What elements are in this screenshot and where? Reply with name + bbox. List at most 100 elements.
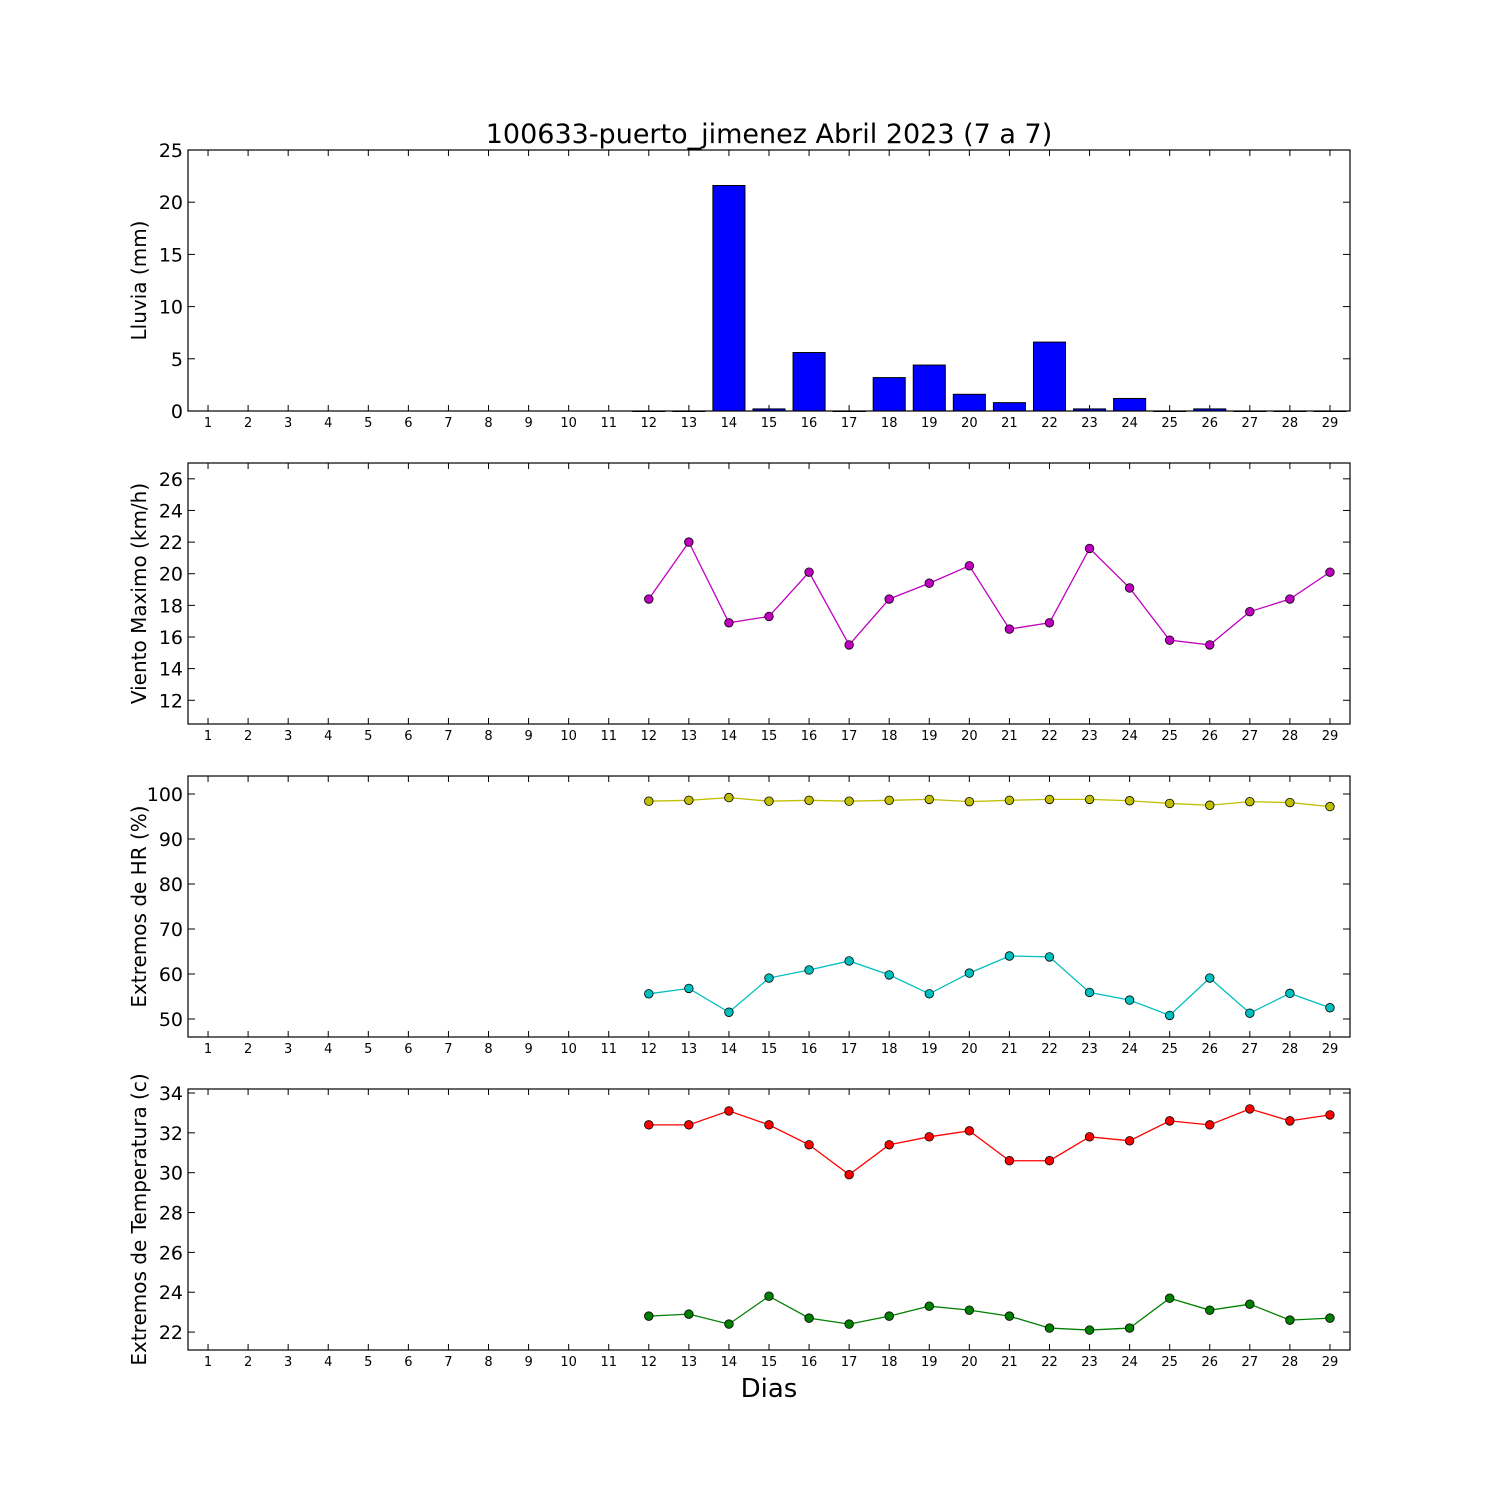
x-tick-label: 26 [1201,729,1218,744]
y-tick-label: 12 [159,690,183,712]
data-point [684,983,694,994]
x-tick-label: 3 [284,1355,292,1370]
data-point [1044,618,1055,628]
y-tick-label: 26 [159,1242,183,1264]
data-point [644,1120,654,1130]
rain-bar [912,364,946,412]
data-point [764,796,774,806]
x-tick-label: 22 [1041,1355,1058,1370]
data-point [804,1140,814,1150]
x-tick-label: 2 [244,729,252,744]
data-point [1325,1110,1335,1120]
x-tick-label: 15 [761,729,778,744]
data-point [924,578,934,588]
y-axis-label: Lluvia (mm) [127,221,151,341]
x-tick-label: 29 [1322,416,1339,431]
chart-title: 100633-puerto_jimenez Abril 2023 (7 a 7) [486,119,1053,150]
data-point [724,1106,734,1116]
data-point [844,1169,854,1180]
data-point [644,1311,654,1321]
x-tick-label: 21 [1001,1042,1018,1057]
x-tick-label: 6 [404,1042,412,1057]
data-point [1044,1156,1055,1166]
data-point [1084,987,1095,998]
rain-bar [712,184,746,412]
x-tick-label: 5 [364,1042,372,1057]
data-point [1205,800,1215,810]
x-tick-label: 23 [1081,729,1098,744]
x-tick-label: 5 [364,416,372,431]
y-tick-label: 20 [159,192,183,214]
x-tick-label: 23 [1081,1042,1098,1057]
data-point [1124,583,1135,593]
data-point [1084,794,1095,805]
y-tick-label: 24 [159,1282,183,1304]
rain-bar [872,377,906,412]
y-tick-label: 20 [159,564,183,586]
data-point [1164,635,1175,645]
x-tick-label: 14 [721,1355,738,1370]
x-axis-label: Dias [741,1374,798,1404]
data-point [924,989,934,999]
data-point [1325,567,1335,577]
y-axis-label: Extremos de HR (%) [127,805,151,1007]
x-tick-label: 16 [801,1042,818,1057]
x-tick-label: 8 [484,416,492,431]
data-point [844,1319,854,1329]
x-tick-label: 12 [641,1355,658,1370]
data-point [964,1126,975,1136]
data-point [684,537,694,547]
y-tick-label: 24 [159,500,183,522]
x-tick-label: 12 [641,416,658,431]
x-tick-label: 15 [761,1355,778,1370]
x-tick-label: 1 [204,1042,212,1057]
data-point [1245,796,1255,807]
x-tick-label: 7 [444,1355,452,1370]
x-tick-label: 11 [600,1355,617,1370]
x-tick-label: 18 [881,1042,898,1057]
data-point [1325,1003,1335,1013]
x-tick-label: 21 [1001,1355,1018,1370]
axes-frame [187,1088,1351,1351]
data-point [804,965,814,975]
data-point [1004,1311,1015,1321]
data-point [1164,798,1175,809]
axes-frame [187,462,1351,725]
y-axis-label: Viento Maximo (km/h) [127,483,151,704]
y-tick-label: 15 [159,244,183,266]
data-point [884,970,894,980]
x-tick-label: 10 [560,1042,577,1057]
x-tick-label: 28 [1282,1042,1299,1057]
data-point [644,594,654,604]
data-point [884,795,894,806]
data-point [1084,1325,1095,1335]
x-tick-label: 18 [881,416,898,431]
x-tick-label: 7 [444,1042,452,1057]
data-point [964,561,975,571]
x-tick-label: 11 [600,729,617,744]
y-tick-label: 80 [159,874,183,896]
x-tick-label: 19 [921,729,938,744]
x-tick-label: 17 [841,1042,858,1057]
data-point [844,956,854,966]
x-tick-label: 4 [324,1355,332,1370]
x-tick-label: 10 [560,416,577,431]
data-point [1325,1313,1335,1323]
x-tick-label: 14 [721,416,738,431]
x-tick-label: 1 [204,416,212,431]
x-tick-label: 20 [961,1042,978,1057]
y-tick-label: 100 [147,784,183,806]
x-tick-label: 29 [1322,729,1339,744]
x-tick-label: 17 [841,416,858,431]
data-point [1245,606,1255,617]
x-tick-label: 6 [404,1355,412,1370]
x-tick-label: 23 [1081,416,1098,431]
rain-bar [1113,397,1147,412]
data-point [1205,973,1215,983]
x-tick-label: 19 [921,1042,938,1057]
x-tick-label: 8 [484,729,492,744]
data-point [804,567,814,577]
x-tick-label: 27 [1242,729,1259,744]
